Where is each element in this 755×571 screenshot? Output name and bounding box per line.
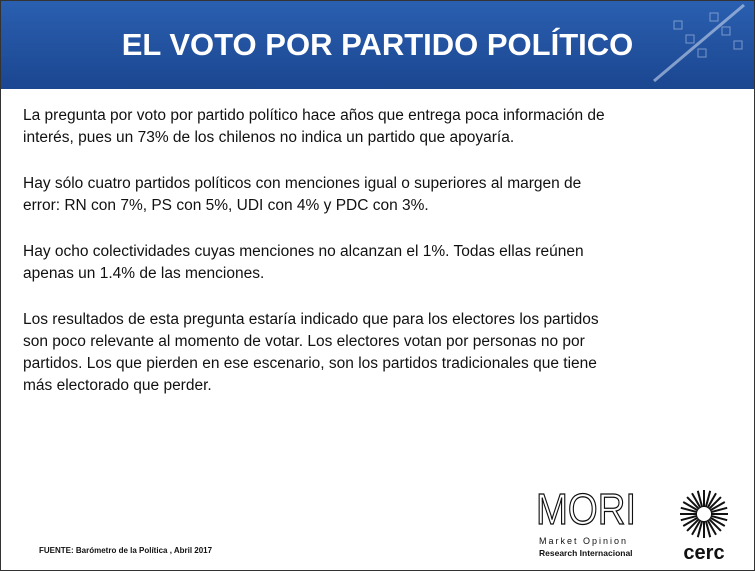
paragraph: Hay sólo cuatro partidos políticos con m… [23,173,605,217]
emblem-ray [709,516,726,527]
emblem-ray [680,506,698,514]
paragraph: La pregunta por voto por partido polític… [23,105,605,149]
logos: MORI Market Opinion Research Internacion… [535,486,728,564]
mori-logo: MORI [536,486,636,534]
text-line: error: RN con 7%, PS con 5%, UDI con 4% … [23,197,429,214]
text-line: Los resultados de esta pregunta estaría … [23,311,599,328]
text-line: apenas un 1.4% de las menciones. [23,265,265,282]
text-line: partidos. Los que pierden en ese escenar… [23,355,597,372]
emblem-ray [686,518,700,532]
emblem-ray [706,519,717,536]
emblem-ray [682,516,699,527]
emblem-ray [709,501,726,512]
emblem-ray [691,492,702,509]
mori-tagline: Research Internacional [539,548,633,558]
text-line: Hay ocho colectividades cuyas menciones … [23,243,584,260]
emblem-ray [696,490,704,508]
header-band: EL VOTO POR PARTIDO POLÍTICO [1,1,754,89]
emblem-ray [682,501,699,512]
source-note: FUENTE: Barómetro de la Política , Abril… [39,546,213,555]
emblem-ray [704,490,712,508]
checklist-graphic [653,3,745,83]
text-line: más electorado que perder. [23,377,212,394]
text-body: La pregunta por voto por partido polític… [23,105,605,421]
emblem-ray [710,514,728,522]
slide-title: EL VOTO POR PARTIDO POLÍTICO [121,27,634,62]
emblem-ray [691,519,702,536]
emblem-ray [686,496,700,510]
text-line: son poco relevante al momento de votar. … [23,333,585,350]
emblem-ray [710,506,728,514]
cerc-logo: cerc [683,542,724,564]
paragraph: Hay ocho colectividades cuyas menciones … [23,241,605,285]
emblem-ray [680,514,698,522]
cerc-emblem [680,490,728,538]
emblem-ray [708,518,722,532]
emblem-ray [696,520,704,538]
text-line: La pregunta por voto por partido polític… [23,107,605,124]
emblem-ray [704,520,712,538]
text-line: Hay sólo cuatro partidos políticos con m… [23,175,582,192]
mori-tagline: Market Opinion [539,536,628,546]
emblem-ray [706,492,717,509]
paragraph: Los resultados de esta pregunta estaría … [23,309,605,397]
emblem-ray [708,496,722,510]
text-line: interés, pues un 73% de los chilenos no … [23,129,515,146]
